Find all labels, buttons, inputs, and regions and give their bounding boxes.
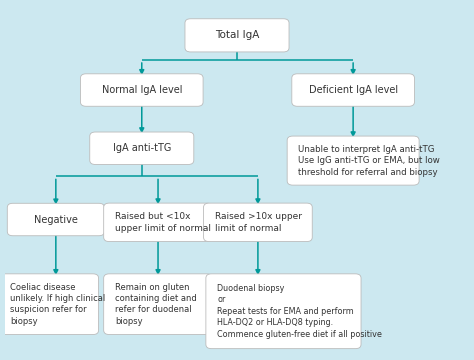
Text: Duodenal biopsy
or
Repeat tests for EMA and perform
HLA-DQ2 or HLA-DQ8 typing.
C: Duodenal biopsy or Repeat tests for EMA … [217,284,382,339]
Text: IgA anti-tTG: IgA anti-tTG [113,143,171,153]
Text: Normal IgA level: Normal IgA level [101,85,182,95]
FancyBboxPatch shape [90,132,194,165]
Text: Raised >10x upper
limit of normal: Raised >10x upper limit of normal [215,212,302,233]
Text: Coeliac disease
unlikely. If high clinical
suspicion refer for
biopsy: Coeliac disease unlikely. If high clinic… [10,283,106,326]
Text: Remain on gluten
containing diet and
refer for duodenal
biopsy: Remain on gluten containing diet and ref… [115,283,197,326]
FancyBboxPatch shape [292,74,414,106]
Text: Negative: Negative [34,215,78,225]
FancyBboxPatch shape [81,74,203,106]
Text: Unable to interpret IgA anti-tTG
Use IgG anti-tTG or EMA, but low
threshold for : Unable to interpret IgA anti-tTG Use IgG… [298,145,440,176]
Text: Deficient IgA level: Deficient IgA level [309,85,398,95]
FancyBboxPatch shape [287,136,419,185]
FancyBboxPatch shape [7,203,104,236]
FancyBboxPatch shape [104,203,212,242]
Text: Raised but <10x
upper limit of normal: Raised but <10x upper limit of normal [115,212,211,233]
FancyBboxPatch shape [185,19,289,52]
Text: Total IgA: Total IgA [215,30,259,40]
FancyBboxPatch shape [203,203,312,242]
FancyBboxPatch shape [104,274,212,334]
FancyBboxPatch shape [206,274,361,348]
FancyBboxPatch shape [0,274,99,334]
